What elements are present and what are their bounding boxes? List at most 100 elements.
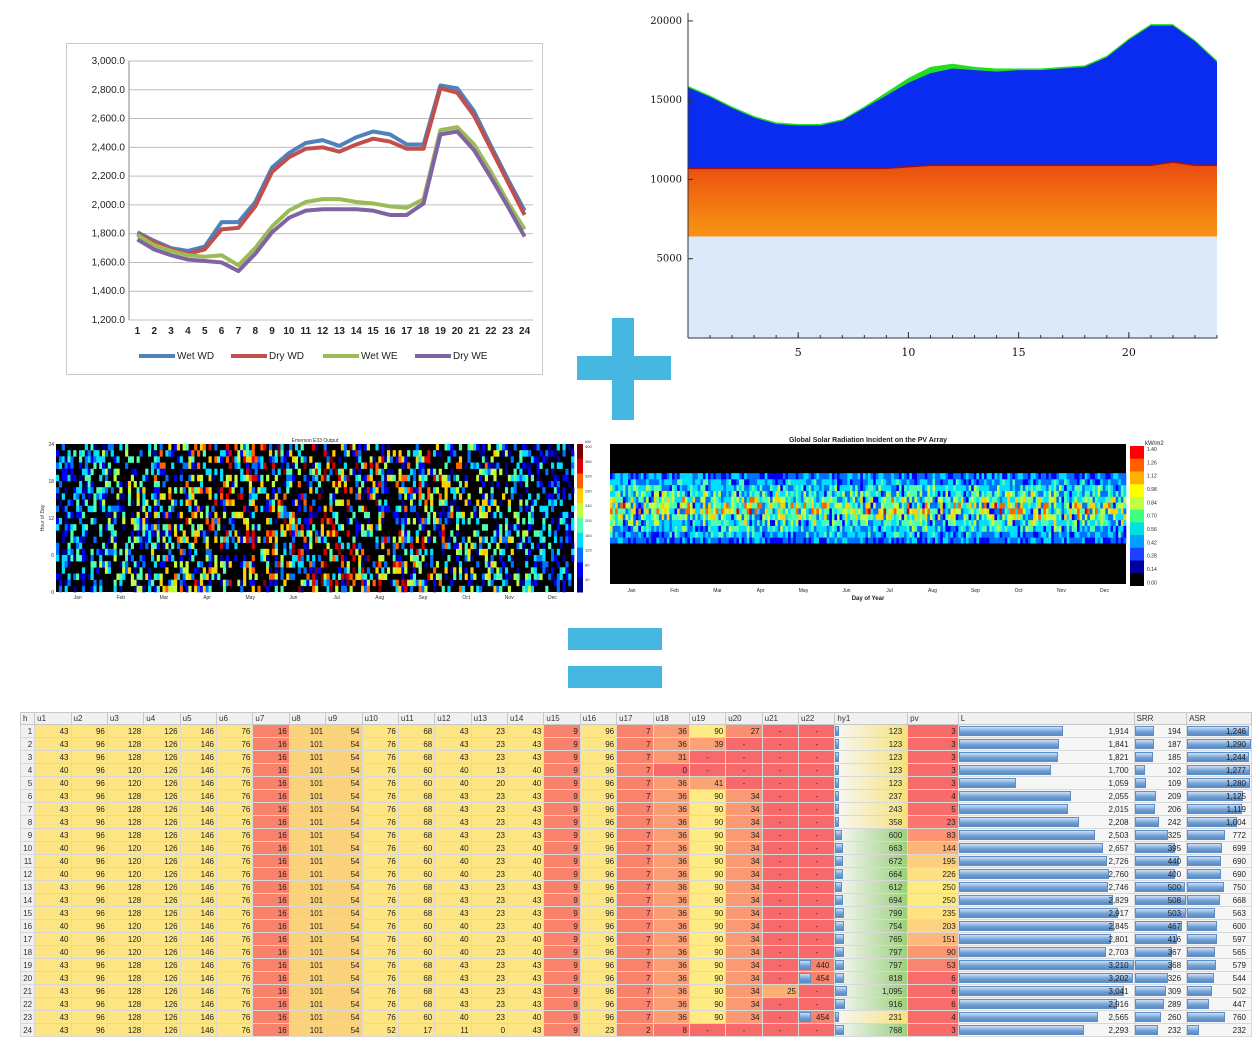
heatmap-cell	[148, 573, 152, 580]
heatmap-cell	[873, 502, 877, 509]
heatmap-cell	[684, 479, 688, 486]
heatmap-cell	[165, 524, 169, 531]
heatmap-cell	[1069, 490, 1073, 497]
heatmap-cell	[346, 518, 350, 525]
heatmap-cell	[421, 481, 425, 488]
heatmap-cell	[96, 487, 100, 494]
heatmap-cell	[409, 536, 414, 543]
heatmap-cell	[366, 511, 370, 519]
heatmap-cell	[412, 573, 417, 580]
data-cell: 76	[216, 750, 254, 764]
heatmap-cell	[1120, 490, 1124, 497]
heatmap-cell	[1048, 519, 1052, 526]
heatmap-cell	[622, 496, 626, 503]
heatmap-cell	[274, 561, 278, 568]
heatmap-cell	[1048, 496, 1052, 503]
heatmap-cell	[427, 468, 431, 476]
databar-fill	[835, 817, 840, 827]
heatmap-cell	[764, 519, 768, 526]
x-tick-label: 12	[317, 326, 329, 337]
heatmap-cell	[79, 511, 83, 519]
y-tick-label: 2,200.0	[92, 171, 126, 182]
heatmap-cell	[679, 537, 683, 544]
heatmap-cell	[723, 514, 727, 521]
heatmap-cell	[839, 490, 843, 497]
heatmap-cell	[56, 518, 60, 525]
heatmap-cell	[958, 473, 962, 480]
heatmap-cell	[971, 484, 975, 491]
databar-fill	[1187, 739, 1251, 749]
heatmap-cell	[222, 499, 227, 506]
heatmap-cell	[917, 502, 920, 509]
heatmap-cell	[1056, 496, 1060, 503]
heatmap-cell	[769, 514, 773, 521]
heatmap-cell	[1102, 525, 1106, 532]
heatmap-cell	[720, 496, 724, 503]
heatmap-cell	[404, 530, 408, 537]
heatmap-cell	[156, 511, 160, 519]
heatmap-cell	[165, 450, 169, 457]
heatmap-cell	[150, 524, 155, 531]
heatmap-cell	[277, 487, 281, 494]
heatmap-cell	[289, 548, 293, 556]
heatmap-cell	[519, 468, 523, 476]
heatmap-cell	[257, 524, 261, 531]
heatmap-cell	[358, 444, 362, 451]
heatmap-cell	[671, 508, 675, 515]
heatmap-cell	[857, 490, 861, 497]
heatmap-cell	[633, 525, 637, 532]
databar-cell: 699	[1186, 841, 1252, 855]
heatmap-cell	[715, 496, 719, 503]
heatmap-cell	[323, 573, 327, 580]
heatmap-cell	[312, 561, 316, 568]
heatmap-cell	[297, 481, 301, 488]
heatmap-cell	[467, 518, 471, 525]
heatmap-cell	[487, 561, 491, 568]
heatmap-cell	[855, 525, 858, 532]
databar-cell: 1,914	[957, 724, 1135, 738]
heatmap-cell	[127, 456, 132, 463]
heatmap-cell	[395, 579, 399, 587]
heatmap-cell	[911, 484, 915, 491]
heatmap-cell	[378, 468, 382, 476]
heatmap-cell	[470, 573, 474, 580]
heatmap-cell	[1123, 490, 1127, 497]
data-cell: -	[798, 750, 836, 764]
heatmap-cell	[312, 567, 316, 574]
heatmap-cell	[811, 490, 815, 497]
x-tick-label: Mar	[713, 588, 722, 594]
heatmap-cell	[947, 514, 951, 521]
column-header: h	[20, 712, 36, 725]
heatmap-cell	[1046, 479, 1049, 486]
heatmap-cell	[487, 462, 491, 469]
heatmap-cell	[800, 502, 804, 509]
heatmap-cell	[886, 525, 889, 532]
heatmap-cell	[496, 444, 500, 451]
heatmap-cell	[994, 473, 998, 480]
heatmap-cell	[648, 473, 652, 480]
y-tick-label: 1,200.0	[92, 315, 126, 326]
heatmap-cell	[622, 519, 626, 526]
heatmap-cell	[736, 496, 740, 503]
heatmap-cell	[839, 525, 843, 532]
heatmap-cell	[467, 450, 471, 457]
heatmap-cell	[363, 474, 368, 482]
heatmap-cell	[139, 450, 143, 457]
heatmap-cell	[162, 585, 166, 593]
heatmap-cell	[695, 537, 699, 544]
x-tick-label: Jul	[886, 588, 892, 594]
heatmap-cell	[1012, 514, 1016, 521]
heatmap-cell	[220, 487, 224, 494]
heatmap-cell	[1076, 496, 1080, 503]
heatmap-cell	[222, 567, 227, 574]
heatmap-cell	[612, 496, 616, 503]
heatmap-cell	[855, 496, 858, 503]
heatmap-cell	[456, 511, 460, 519]
colorbar-segment	[1130, 560, 1144, 574]
databar-fill	[1135, 765, 1145, 775]
heatmap-cell	[960, 519, 964, 526]
heatmap-cell	[643, 519, 647, 526]
heatmap-cell	[1069, 525, 1073, 532]
data-cell: 96	[579, 737, 618, 751]
heatmap-cell	[818, 508, 822, 515]
